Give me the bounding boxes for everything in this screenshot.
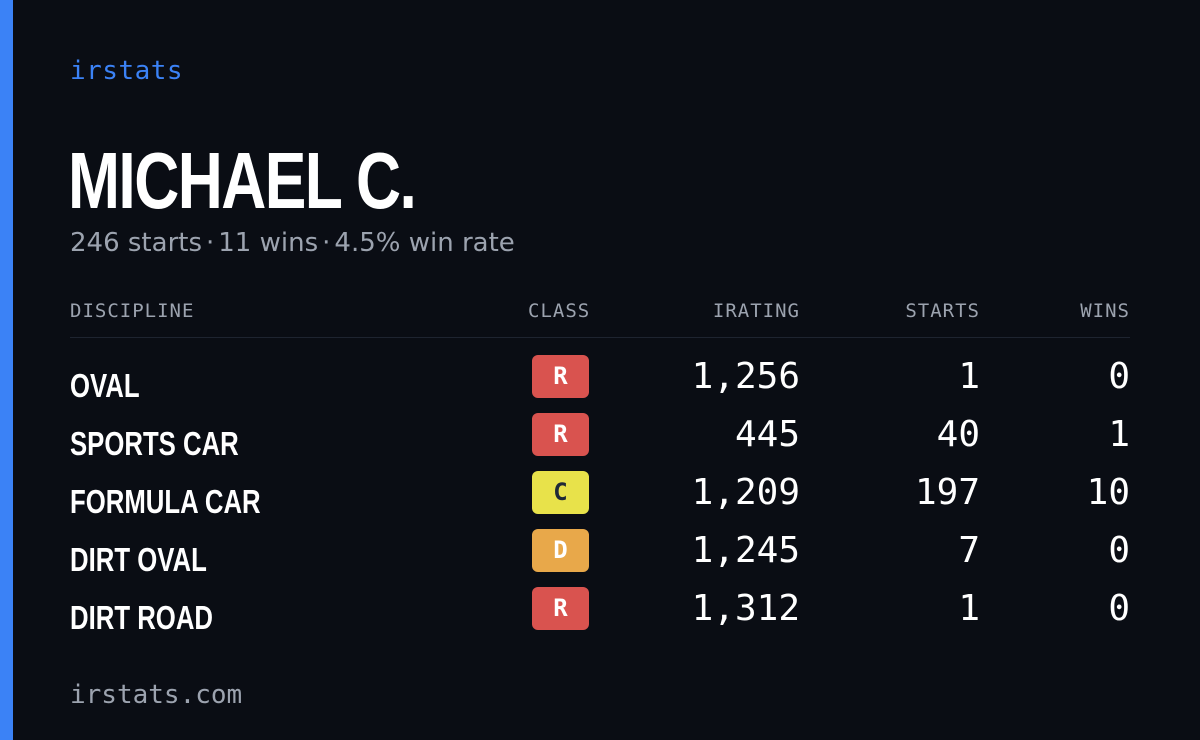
separator: ·	[206, 228, 215, 258]
discipline-name: DIRT OVAL	[70, 541, 207, 578]
player-summary: 246 starts · 11 wins · 4.5% win rate	[70, 228, 515, 258]
table-body: OVAL R 1,256 1 0 SPORTS CAR R 445 40 1 F…	[70, 355, 1130, 645]
wins-value: 10	[1086, 472, 1130, 513]
table-row: FORMULA CAR C 1,209 197 10	[70, 471, 1130, 529]
table-row: SPORTS CAR R 445 40 1	[70, 413, 1130, 471]
header-discipline: DISCIPLINE	[70, 300, 195, 322]
header-starts: STARTS	[905, 300, 980, 322]
wins-value: 1	[1108, 414, 1130, 455]
class-badge: R	[532, 413, 589, 456]
starts-summary: 246 starts	[70, 228, 202, 258]
table-row: DIRT ROAD R 1,312 1 0	[70, 587, 1130, 645]
discipline-name: OVAL	[70, 367, 140, 404]
brand-logo: irstats	[70, 56, 184, 86]
irating-value: 1,245	[691, 530, 800, 571]
class-badge: R	[532, 355, 589, 398]
starts-value: 7	[958, 530, 980, 571]
stats-table: DISCIPLINE CLASS IRATING STARTS WINS OVA…	[70, 300, 1130, 636]
table-row: OVAL R 1,256 1 0	[70, 355, 1130, 413]
class-badge: D	[532, 529, 589, 572]
starts-value: 40	[936, 414, 980, 455]
starts-value: 197	[914, 472, 980, 513]
table-header: DISCIPLINE CLASS IRATING STARTS WINS	[70, 300, 1130, 338]
wins-summary: 11 wins	[218, 228, 319, 258]
irating-value: 1,312	[691, 588, 800, 629]
discipline-name: SPORTS CAR	[70, 425, 239, 462]
wins-value: 0	[1108, 530, 1130, 571]
discipline-name: DIRT ROAD	[70, 599, 213, 636]
class-badge: C	[532, 471, 589, 514]
wins-value: 0	[1108, 356, 1130, 397]
header-irating: IRATING	[712, 300, 800, 322]
accent-bar	[0, 0, 13, 740]
irating-value: 1,256	[691, 356, 800, 397]
wins-value: 0	[1108, 588, 1130, 629]
separator: ·	[322, 228, 331, 258]
header-wins: WINS	[1080, 300, 1130, 322]
table-row: DIRT OVAL D 1,245 7 0	[70, 529, 1130, 587]
footer-url: irstats.com	[70, 680, 243, 710]
irating-value: 445	[734, 414, 800, 455]
starts-value: 1	[958, 356, 980, 397]
header-class: CLASS	[528, 300, 591, 322]
player-name: MICHAEL C.	[68, 136, 417, 225]
irating-value: 1,209	[691, 472, 800, 513]
class-badge: R	[532, 587, 589, 630]
starts-value: 1	[958, 588, 980, 629]
winrate-summary: 4.5% win rate	[334, 228, 515, 258]
discipline-name: FORMULA CAR	[70, 483, 261, 520]
